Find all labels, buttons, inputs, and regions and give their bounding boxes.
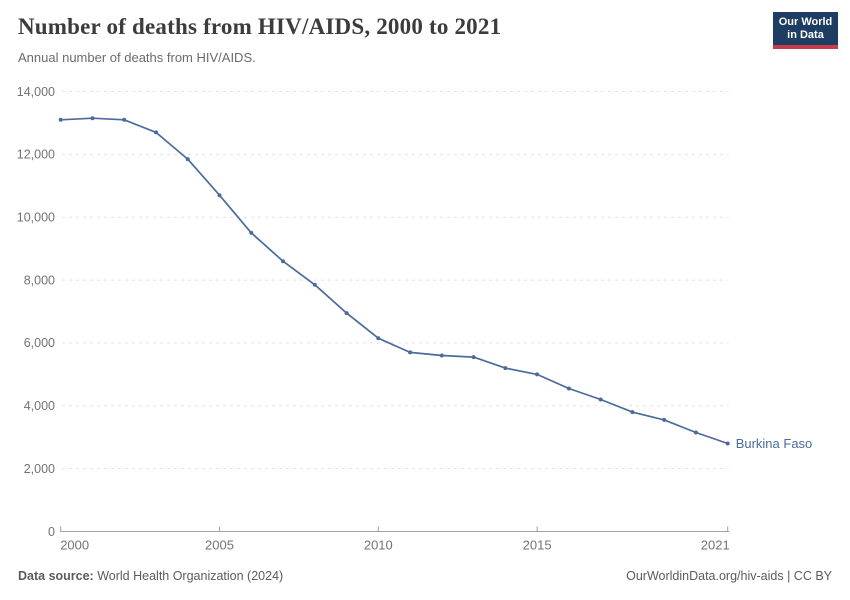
- data-point[interactable]: [693, 430, 698, 435]
- data-point[interactable]: [154, 130, 158, 135]
- data-source-text: Data source: World Health Organization (…: [18, 569, 283, 583]
- data-point[interactable]: [281, 259, 285, 264]
- data-point[interactable]: [185, 157, 190, 162]
- data-point[interactable]: [312, 282, 317, 287]
- x-axis-label: 2005: [205, 538, 234, 553]
- x-axis-label: 2010: [364, 538, 393, 553]
- data-point[interactable]: [471, 355, 476, 360]
- y-axis-label: 0: [48, 525, 55, 539]
- y-axis-label: 6,000: [24, 336, 55, 350]
- data-point[interactable]: [503, 366, 508, 371]
- data-source-label: Data source:: [18, 569, 94, 583]
- data-point[interactable]: [90, 116, 95, 121]
- owid-logo-line2: in Data: [787, 28, 824, 41]
- chart-title: Number of deaths from HIV/AIDS, 2000 to …: [18, 14, 502, 39]
- data-point[interactable]: [58, 117, 63, 122]
- owid-logo-line1: Our World: [778, 16, 833, 28]
- y-axis-label: 4,000: [24, 399, 55, 413]
- chart-subtitle: Annual number of deaths from HIV/AIDS.: [18, 50, 256, 65]
- data-point[interactable]: [725, 441, 730, 446]
- data-point[interactable]: [408, 350, 413, 355]
- y-axis-label: 12,000: [17, 148, 55, 162]
- data-point[interactable]: [344, 311, 349, 316]
- owid-logo[interactable]: Our World in Data: [773, 12, 838, 49]
- data-source-value: World Health Organization (2024): [97, 569, 284, 583]
- data-point[interactable]: [535, 372, 540, 377]
- credit-link[interactable]: OurWorldinData.org/hiv-aids | CC BY: [626, 569, 832, 583]
- x-axis-label: 2000: [60, 538, 89, 553]
- series-label[interactable]: Burkina Faso: [736, 436, 813, 451]
- y-axis-label: 8,000: [24, 273, 55, 287]
- data-point[interactable]: [598, 397, 603, 402]
- data-point[interactable]: [566, 386, 571, 391]
- data-point[interactable]: [439, 353, 444, 358]
- x-axis-label: 2021: [701, 538, 730, 553]
- data-point[interactable]: [122, 117, 127, 122]
- y-axis-label: 14,000: [17, 85, 55, 99]
- data-series-line[interactable]: [59, 117, 729, 445]
- y-axis-label: 10,000: [17, 211, 55, 225]
- data-point[interactable]: [662, 417, 667, 422]
- data-point[interactable]: [630, 410, 635, 415]
- x-axis-label: 2015: [523, 538, 552, 553]
- data-point[interactable]: [249, 230, 254, 235]
- data-point[interactable]: [376, 336, 381, 341]
- data-point[interactable]: [217, 193, 222, 198]
- chart-footer: Data source: World Health Organization (…: [18, 569, 832, 583]
- y-axis-label: 2,000: [24, 462, 55, 476]
